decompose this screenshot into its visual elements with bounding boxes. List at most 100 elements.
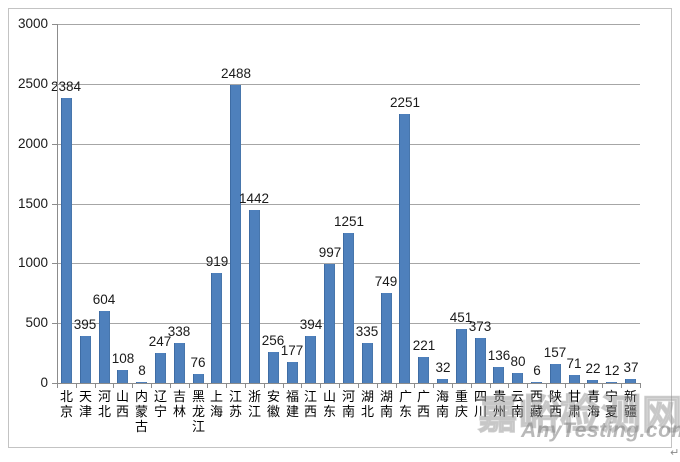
x-axis-tick: [226, 383, 227, 388]
y-axis-tick: [52, 323, 57, 324]
x-axis-tick: [414, 383, 415, 388]
x-category-label: 宁 夏: [604, 389, 618, 419]
x-axis-tick: [151, 383, 152, 388]
x-category-label: 新 疆: [623, 389, 637, 419]
x-axis-line: [57, 383, 641, 384]
bar-value-label: 221: [412, 338, 436, 353]
x-category-label: 内 蒙 古: [134, 389, 148, 434]
x-axis-tick: [76, 383, 77, 388]
y-axis-tick: [52, 263, 57, 264]
gridline: [57, 24, 640, 25]
bar: [249, 210, 260, 383]
x-axis-tick: [245, 383, 246, 388]
bar: [456, 329, 467, 383]
bar-value-label: 247: [148, 334, 172, 349]
x-category-label: 江 苏: [228, 389, 242, 419]
bar-value-label: 919: [205, 254, 229, 269]
x-axis-tick: [189, 383, 190, 388]
y-axis-line: [57, 24, 58, 388]
bar: [531, 382, 542, 383]
bar: [268, 352, 279, 383]
x-axis-tick: [377, 383, 378, 388]
bar-value-label: 108: [111, 351, 135, 366]
bar: [512, 373, 523, 383]
x-category-label: 四 川: [473, 389, 487, 419]
x-category-label: 湖 北: [360, 389, 374, 419]
bar: [437, 379, 448, 383]
x-category-label: 天 津: [78, 389, 92, 419]
x-axis-tick: [358, 383, 359, 388]
x-category-label: 江 西: [303, 389, 317, 419]
x-axis-tick: [527, 383, 528, 388]
x-category-label: 吉 林: [172, 389, 186, 419]
bar: [155, 353, 166, 383]
bar-value-label: 997: [318, 245, 342, 260]
x-axis-tick: [301, 383, 302, 388]
bar-value-label: 373: [468, 319, 492, 334]
x-category-label: 青 海: [586, 389, 600, 419]
bar: [493, 367, 504, 383]
x-axis-tick: [602, 383, 603, 388]
bar: [174, 343, 185, 383]
x-axis-tick: [471, 383, 472, 388]
bar-value-label: 2384: [50, 79, 82, 94]
x-category-label: 甘 肃: [567, 389, 581, 419]
bar-value-label: 338: [167, 324, 191, 339]
y-axis-tick: [52, 24, 57, 25]
x-axis-tick: [320, 383, 321, 388]
x-category-label: 广 西: [416, 389, 430, 419]
bar-value-label: 749: [374, 274, 398, 289]
bar-value-label: 256: [261, 333, 285, 348]
x-category-label: 云 南: [510, 389, 524, 419]
bar-value-label: 2488: [220, 66, 252, 81]
paragraph-mark: ↵: [670, 447, 680, 459]
x-category-label: 浙 江: [247, 389, 261, 419]
bar-value-label: 37: [623, 360, 639, 375]
bar-value-label: 32: [435, 360, 451, 375]
y-axis-tick: [52, 204, 57, 205]
x-category-label: 贵 州: [492, 389, 506, 419]
bar: [117, 370, 128, 383]
x-category-label: 福 建: [285, 389, 299, 419]
bar: [625, 379, 636, 383]
bar-value-label: 71: [566, 356, 582, 371]
bar: [211, 273, 222, 383]
x-category-label: 上 海: [209, 389, 223, 419]
x-axis-tick: [170, 383, 171, 388]
x-category-label: 辽 宁: [153, 389, 167, 419]
x-category-label: 陕 西: [548, 389, 562, 419]
bar: [399, 114, 410, 383]
x-axis-tick: [113, 383, 114, 388]
bar: [230, 85, 241, 383]
x-axis-tick: [396, 383, 397, 388]
x-category-label: 河 南: [341, 389, 355, 419]
bar: [418, 357, 429, 383]
bar-value-label: 6: [533, 363, 541, 378]
x-axis-tick: [621, 383, 622, 388]
x-category-label: 山 西: [115, 389, 129, 419]
bar-value-label: 604: [92, 292, 116, 307]
gridline: [57, 144, 640, 145]
bar-value-label: 8: [138, 363, 146, 378]
bar-value-label: 136: [487, 348, 511, 363]
y-axis-label: 1500: [17, 196, 48, 211]
gridline: [57, 204, 640, 205]
bar: [193, 374, 204, 383]
x-category-label: 黑 龙 江: [191, 389, 205, 434]
bar: [136, 382, 147, 383]
x-category-label: 河 北: [97, 389, 111, 419]
bar: [606, 382, 617, 383]
x-axis-tick: [546, 383, 547, 388]
bar-value-label: 395: [73, 317, 97, 332]
x-category-label: 山 东: [322, 389, 336, 419]
x-category-label: 海 南: [435, 389, 449, 419]
y-axis-label: 2500: [17, 76, 48, 91]
x-axis-tick: [508, 383, 509, 388]
gridline: [57, 84, 640, 85]
bar-value-label: 177: [280, 343, 304, 358]
bar: [475, 338, 486, 383]
x-category-label: 安 徽: [266, 389, 280, 419]
y-axis-tick: [52, 383, 57, 384]
bar: [550, 364, 561, 383]
